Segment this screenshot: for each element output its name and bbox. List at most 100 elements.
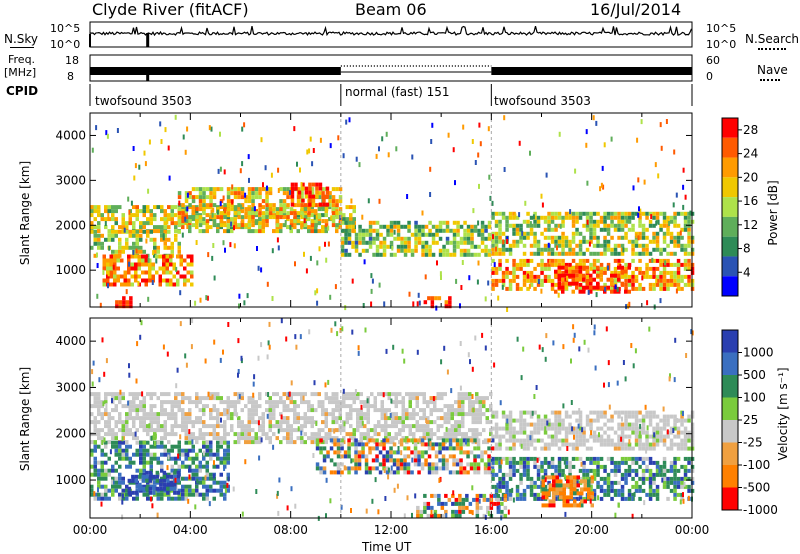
echo-cell <box>167 205 171 210</box>
echo-cell <box>389 470 393 475</box>
echo-cell <box>104 476 108 481</box>
echo-cell <box>331 219 336 224</box>
echo-sparse-cell <box>319 137 322 143</box>
echo-cell <box>170 496 174 501</box>
echo-cell <box>582 289 586 294</box>
echo-cell <box>638 282 642 287</box>
echo-cell <box>627 442 632 447</box>
echo-cell <box>548 475 552 480</box>
echo-cell <box>324 223 329 228</box>
echo-cell <box>687 211 691 216</box>
echo-cell <box>121 440 125 445</box>
echo-cell <box>501 476 506 481</box>
echo-cell <box>132 496 136 501</box>
echo-cell <box>543 266 548 271</box>
echo-sparse-cell <box>210 126 213 132</box>
echo-cell <box>669 235 674 240</box>
echo-cell <box>160 436 164 441</box>
echo-cell <box>357 466 362 471</box>
echo-cell <box>624 231 628 236</box>
echo-cell <box>683 266 688 271</box>
echo-cell <box>522 492 527 497</box>
echo-cell <box>162 486 167 491</box>
echo-cell <box>135 484 139 489</box>
echo-cell <box>408 416 412 421</box>
echo-cell <box>407 220 411 225</box>
echo-cell <box>634 410 639 415</box>
echo-cell <box>380 392 384 397</box>
echo-cell <box>536 262 541 267</box>
echo-cell <box>240 428 244 433</box>
echo-sparse-cell <box>604 286 607 292</box>
echo-cell <box>356 392 360 397</box>
echo-cell <box>576 491 580 496</box>
echo-cell <box>547 442 551 447</box>
echo-cell <box>223 420 227 425</box>
echo-cell <box>286 225 290 230</box>
echo-cell <box>106 278 110 283</box>
echo-cell <box>512 266 516 271</box>
echo-cell <box>526 258 530 263</box>
echo-cell <box>170 428 174 433</box>
echo-cell <box>550 456 555 461</box>
echo-cell <box>128 412 132 417</box>
echo-cell <box>128 245 132 250</box>
echo-cell <box>613 227 618 232</box>
echo-cell <box>184 476 188 481</box>
echo-cell <box>427 466 432 471</box>
echo-cell <box>522 258 527 263</box>
echo-cell <box>578 269 582 274</box>
echo-cell <box>121 249 125 254</box>
echo-sparse-cell <box>195 240 198 245</box>
echo-sparse-cell <box>477 220 480 226</box>
echo-cell <box>314 203 318 208</box>
echo-cell <box>202 464 206 469</box>
echo-cell <box>456 220 460 225</box>
echo-cell <box>93 460 97 465</box>
echo-cell <box>324 412 328 417</box>
echo-cell <box>552 483 556 488</box>
echo-cell <box>380 440 384 445</box>
echo-cell <box>321 207 325 212</box>
echo-cell <box>394 392 398 397</box>
echo-sparse-cell <box>160 139 163 144</box>
echo-cell <box>148 278 152 283</box>
echo-cell <box>380 424 384 429</box>
echo-cell <box>251 404 255 409</box>
echo-cell <box>624 269 628 274</box>
echo-cell <box>503 513 508 518</box>
echo-cell <box>687 219 691 224</box>
echo-cell <box>293 219 297 224</box>
echo-cell <box>519 418 523 423</box>
echo-cell <box>578 430 583 435</box>
echo-cell <box>536 476 541 481</box>
echo-cell <box>386 224 390 229</box>
echo-cell <box>603 488 607 493</box>
echo-cell <box>139 472 143 477</box>
echo-cell <box>484 236 488 241</box>
echo-cell <box>375 236 380 241</box>
echo-cell <box>690 414 695 419</box>
echo-cell <box>620 269 624 274</box>
echo-cell <box>370 436 374 441</box>
echo-cell <box>515 492 520 497</box>
echo-cell <box>561 270 565 275</box>
echo-sparse-cell <box>334 284 337 290</box>
echo-cell <box>219 223 224 228</box>
echo-cell <box>475 416 479 421</box>
echo-cell <box>100 460 104 465</box>
echo-cell <box>428 232 432 237</box>
echo-sparse-cell <box>672 202 675 208</box>
echo-cell <box>310 191 315 196</box>
echo-cell <box>687 258 691 263</box>
echo-cell <box>683 227 688 232</box>
echo-cell <box>571 251 576 256</box>
echo-cell <box>662 442 667 447</box>
echo-cell <box>366 420 370 425</box>
echo-sparse-cell <box>316 260 319 266</box>
echo-cell <box>673 476 677 481</box>
echo-cell <box>451 501 455 506</box>
echo-cell <box>648 211 653 216</box>
echo-cell <box>275 207 280 212</box>
echo-cell <box>582 285 586 290</box>
